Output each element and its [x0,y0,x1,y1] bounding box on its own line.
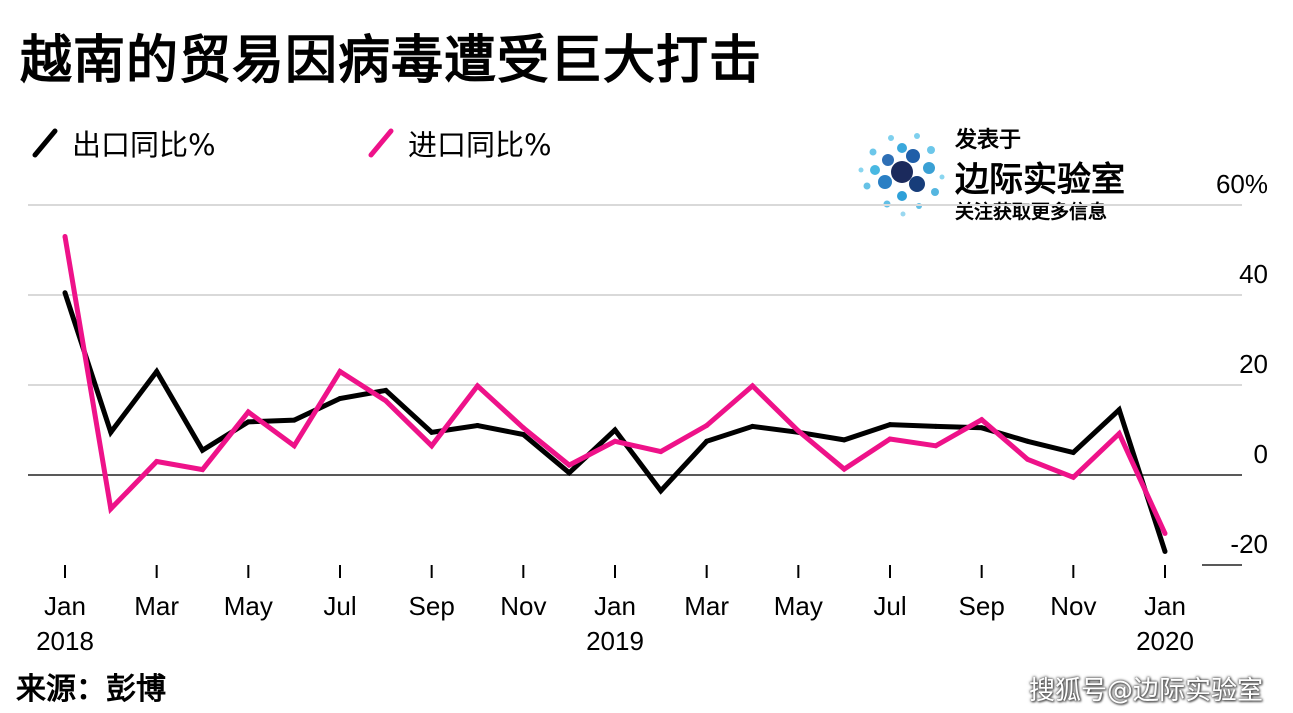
series-layer [62,234,1168,554]
x-tick-label: May [774,591,823,621]
imports-point [1025,456,1030,462]
imports-point [658,449,664,455]
y-tick-label: 0 [1254,439,1268,469]
imports-point [566,462,572,468]
exports-point [1116,407,1122,413]
badge-caption: 发表于 [955,128,1022,153]
badge-name: 边际实验室 [955,160,1125,200]
legend-swatch-exports [32,128,58,158]
exports-point [1025,438,1030,444]
x-axis: Jan 2018 Mar May Jul Sep Nov Jan 2019 Mar May Jul Se… [36,565,1194,656]
x-tick-label: Sep [409,591,455,621]
exports-point [1070,450,1076,455]
x-tick-label: Mar [134,591,179,621]
y-tick-label: 40 [1239,259,1268,289]
badge-tagline: 关注获取更多信息 [955,201,1108,223]
x-tick-label: Sep [959,591,1005,621]
y-tick-label: 20 [1239,349,1268,379]
imports-point [795,428,801,434]
exports-point [108,429,114,435]
x-year-label: 2019 [586,626,644,656]
exports-point [520,432,526,437]
imports-point [1070,474,1076,480]
x-tick-label: Jul [323,591,356,621]
exports-point [933,423,939,429]
x-tick-label: Mar [684,591,729,621]
legend-swatch-imports [368,128,394,158]
exports-point [62,290,68,296]
y-tick-label: 60% [1216,169,1268,199]
imports-point [475,383,480,389]
exports-point [383,387,389,393]
imports-point [979,417,985,423]
imports-point [933,443,939,449]
watermark: 搜狐号@边际实验室 [1028,676,1263,706]
exports-point [887,422,893,428]
imports-point [291,443,297,449]
x-year-label: 2018 [36,626,94,656]
exports-point [704,438,710,444]
legend-label-exports: 出口同比% [72,128,216,162]
exports-point [337,396,343,401]
imports-point [750,383,755,389]
y-tick-label: -20 [1230,529,1268,559]
source-note: 来源：彭博 [16,672,166,707]
exports-point [245,419,251,425]
y-axis-labels: 60% 40 20 0 -20 [1216,169,1268,559]
exports-point [979,425,985,431]
exports-point [566,470,572,476]
x-year-label: 2020 [1136,626,1194,656]
exports-point [200,447,205,453]
x-tick-label: Jul [873,591,906,621]
imports-point [841,466,847,472]
imports-point [200,467,205,473]
imports-point [245,409,251,415]
grid-layer [28,204,1242,566]
exports-point [1162,549,1168,554]
x-tick-label: Jan [1144,591,1186,621]
imports-point [1116,431,1122,437]
imports-point [62,234,68,239]
exports-point [612,427,618,433]
legend-item-exports: 出口同比% [32,122,216,164]
x-tick-label: Nov [500,591,546,621]
exports-point [475,423,480,428]
imports-point [704,423,710,428]
series-line-exports [62,292,1168,553]
x-tick-label: Nov [1050,591,1096,621]
publisher-badge: 发表于 边际实验室 关注获取更多信息 [855,122,1145,223]
imports-point [154,459,160,464]
exports-point [291,417,297,423]
imports-point [429,443,435,449]
imports-point [383,398,389,404]
x-tick-label: Jan [44,591,86,621]
imports-point [520,425,526,431]
exports-point [841,437,847,443]
imports-point [612,438,618,444]
exports-point [429,429,435,435]
exports-point [154,369,160,374]
imports-point [337,369,343,374]
imports-point [1162,531,1168,536]
chart-title: 越南的贸易因病毒遭受巨大打击 [20,31,763,91]
exports-point [658,488,664,494]
imports-point [887,436,893,442]
x-tick-label: May [224,591,273,621]
legend-item-imports: 进口同比% [368,122,552,164]
x-tick-label: Jan [594,591,636,621]
imports-point [108,506,114,512]
legend-label-imports: 进口同比% [408,128,552,162]
exports-point [750,423,755,429]
